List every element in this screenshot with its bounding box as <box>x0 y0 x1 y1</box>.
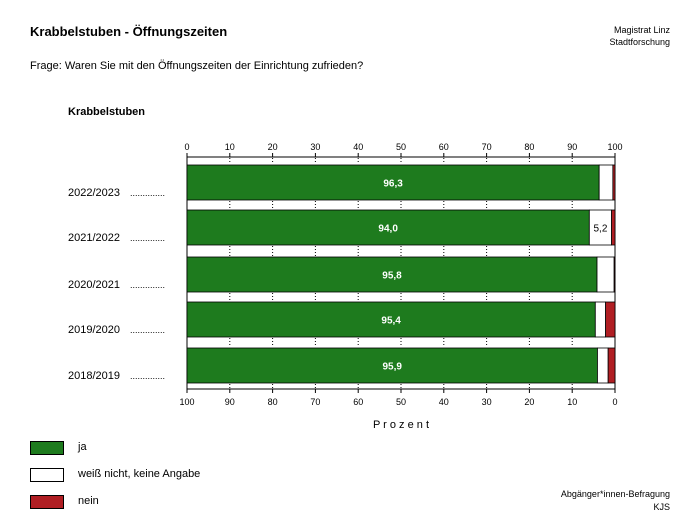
bar-segment-weiss-nicht <box>594 301 606 338</box>
top-tick-label: 100 <box>607 142 622 152</box>
legend-label-nein: nein <box>78 495 99 507</box>
bar-segment-nein <box>611 209 616 246</box>
category-label: 2022/2023 <box>68 187 120 199</box>
bottom-tick-label: 30 <box>482 397 492 407</box>
chart-title: Krabbelstuben <box>68 106 146 118</box>
survey-question: Frage: Waren Sie mit den Öffnungszeiten … <box>30 60 364 72</box>
survey-code: KJS <box>653 502 670 512</box>
category-label: 2020/2021 <box>68 279 120 291</box>
bar-segment-nein <box>605 301 616 338</box>
bottom-tick-label: 0 <box>612 397 617 407</box>
x-axis-label: P r o z e n t <box>373 419 429 431</box>
bottom-tick-label: 50 <box>396 397 406 407</box>
legend-swatch-weiss-nicht <box>30 468 64 482</box>
bar-segment-weiss-nicht <box>597 347 609 384</box>
survey-name: Abgänger*innen-Befragung <box>560 489 670 499</box>
top-tick-label: 90 <box>567 142 577 152</box>
bottom-tick-label: 60 <box>353 397 363 407</box>
bottom-tick-label: 20 <box>524 397 534 407</box>
bar-segment-nein <box>613 256 616 293</box>
category-label: 2018/2019 <box>68 370 120 382</box>
category-label: 2021/2022 <box>68 232 120 244</box>
data-label: 96,3 <box>383 179 403 190</box>
category-leader-dots: .............. <box>130 280 165 290</box>
top-tick-label: 80 <box>524 142 534 152</box>
category-leader-dots: .............. <box>130 371 165 381</box>
top-tick-label: 10 <box>225 142 235 152</box>
data-label: 95,8 <box>382 271 402 282</box>
report-title: Krabbelstuben - Öffnungszeiten <box>30 24 228 39</box>
organization: Magistrat Linz Stadtforschung <box>609 24 670 48</box>
top-tick-label: 40 <box>353 142 363 152</box>
legend-swatch-nein <box>30 495 64 509</box>
legend-label-weiss-nicht: weiß nicht, keine Angabe <box>78 468 201 480</box>
bar-segment-weiss-nicht <box>596 256 615 293</box>
category-leader-dots: .............. <box>130 233 165 243</box>
category-leader-dots: .............. <box>130 325 165 335</box>
bottom-tick-label: 90 <box>225 397 235 407</box>
category-label: 2019/2020 <box>68 324 120 336</box>
bar-segment-ja <box>186 164 600 201</box>
bottom-tick-label: 70 <box>310 397 320 407</box>
bottom-tick-label: 10 <box>567 397 577 407</box>
organization-line-2: Stadtforschung <box>609 37 670 47</box>
data-label: 5,2 <box>593 224 607 235</box>
top-tick-label: 30 <box>310 142 320 152</box>
bar-segment-ja <box>186 301 596 338</box>
bar-segment-ja <box>186 209 590 246</box>
top-tick-label: 50 <box>396 142 406 152</box>
legend-swatch-ja <box>30 441 64 455</box>
top-tick-label: 20 <box>268 142 278 152</box>
top-tick-label: 0 <box>184 142 189 152</box>
bottom-tick-label: 100 <box>179 397 194 407</box>
survey-info: Abgänger*innen-Befragung KJS <box>561 488 670 514</box>
bar-segment-weiss-nicht <box>598 164 614 201</box>
bar-segment-nein <box>607 347 616 384</box>
data-label: 94,0 <box>378 224 398 235</box>
data-label: 95,9 <box>382 362 402 373</box>
top-tick-label: 70 <box>482 142 492 152</box>
bottom-tick-label: 80 <box>268 397 278 407</box>
data-label: 95,4 <box>381 316 401 327</box>
bottom-tick-label: 40 <box>439 397 449 407</box>
category-leader-dots: .............. <box>130 188 165 198</box>
legend-label-ja: ja <box>78 441 87 453</box>
top-tick-label: 60 <box>439 142 449 152</box>
organization-line-1: Magistrat Linz <box>613 25 670 35</box>
bar-segment-nein <box>612 164 616 201</box>
